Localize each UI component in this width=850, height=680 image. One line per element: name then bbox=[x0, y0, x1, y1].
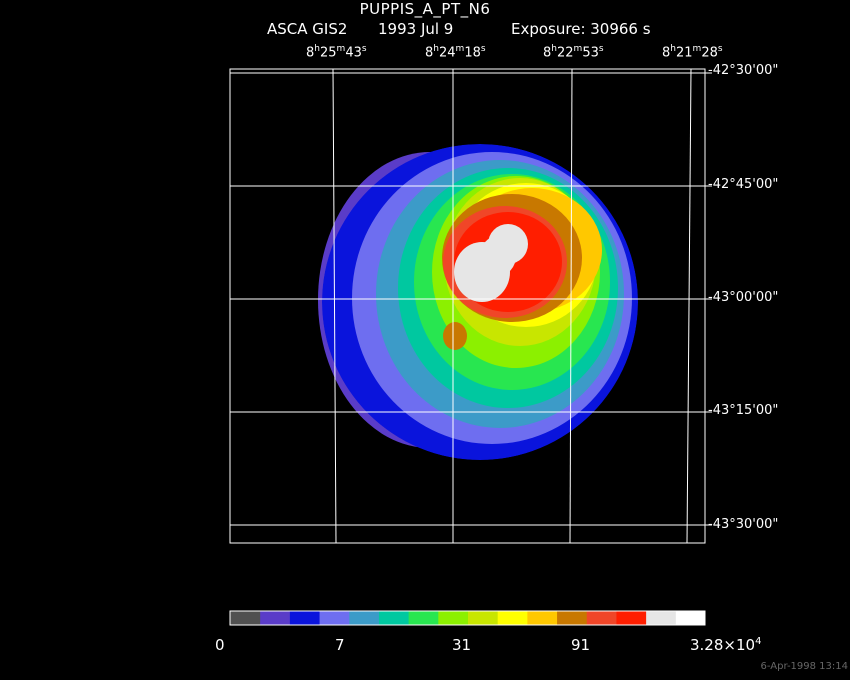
dec-label-2: -42°45'00" bbox=[708, 177, 779, 192]
ra-label-1: 8h25m43s bbox=[306, 44, 367, 61]
colorbar-label-max: 3.28×104 bbox=[690, 636, 762, 654]
colorbar-swatch bbox=[319, 611, 350, 625]
colorbar-swatch bbox=[645, 611, 676, 625]
dec-label-4: -43°15'00" bbox=[708, 403, 779, 418]
date-label: 1993 Jul 9 bbox=[378, 20, 454, 38]
colorbar-swatch bbox=[497, 611, 528, 625]
coordinate-grid bbox=[229, 68, 712, 544]
colorbar-swatch bbox=[526, 611, 558, 625]
colorbar bbox=[229, 610, 706, 626]
colorbar-swatch bbox=[615, 611, 647, 625]
dec-label-5: -43°30'00" bbox=[708, 517, 779, 532]
colorbar-label-min: 0 bbox=[215, 636, 225, 654]
colorbar-swatch bbox=[586, 611, 617, 625]
colorbar-label-2: 7 bbox=[335, 636, 345, 654]
dec-label-1: -42°30'00" bbox=[708, 63, 779, 78]
colorbar-swatch bbox=[259, 611, 290, 625]
colorbar-swatch bbox=[437, 611, 468, 625]
ra-label-2: 8h24m18s bbox=[425, 44, 486, 61]
exposure-label: Exposure: 30966 s bbox=[511, 20, 651, 38]
ra-label-4: 8h21m28s bbox=[662, 44, 723, 61]
instrument-label: ASCA GIS2 bbox=[267, 20, 348, 38]
colorbar-label-4: 91 bbox=[571, 636, 591, 654]
image-title: PUPPIS_A_PT_N6 bbox=[359, 0, 491, 18]
knot-feature bbox=[443, 322, 467, 350]
colorbar-swatch bbox=[348, 611, 379, 625]
colorbar-swatch bbox=[378, 611, 409, 625]
colorbar-swatch bbox=[556, 611, 587, 625]
dec-label-3: -43°00'00" bbox=[708, 290, 779, 305]
colorbar-swatch bbox=[289, 611, 320, 625]
colorbar-label-3: 31 bbox=[452, 636, 472, 654]
ra-label-3: 8h22m53s bbox=[543, 44, 604, 61]
colorbar-swatch bbox=[408, 611, 439, 625]
colorbar-swatch bbox=[675, 611, 706, 625]
colorbar-swatch bbox=[467, 611, 498, 625]
timestamp: 6-Apr-1998 13:14 bbox=[760, 661, 848, 672]
remnant-emission bbox=[322, 144, 638, 460]
colorbar-swatch bbox=[230, 611, 261, 625]
